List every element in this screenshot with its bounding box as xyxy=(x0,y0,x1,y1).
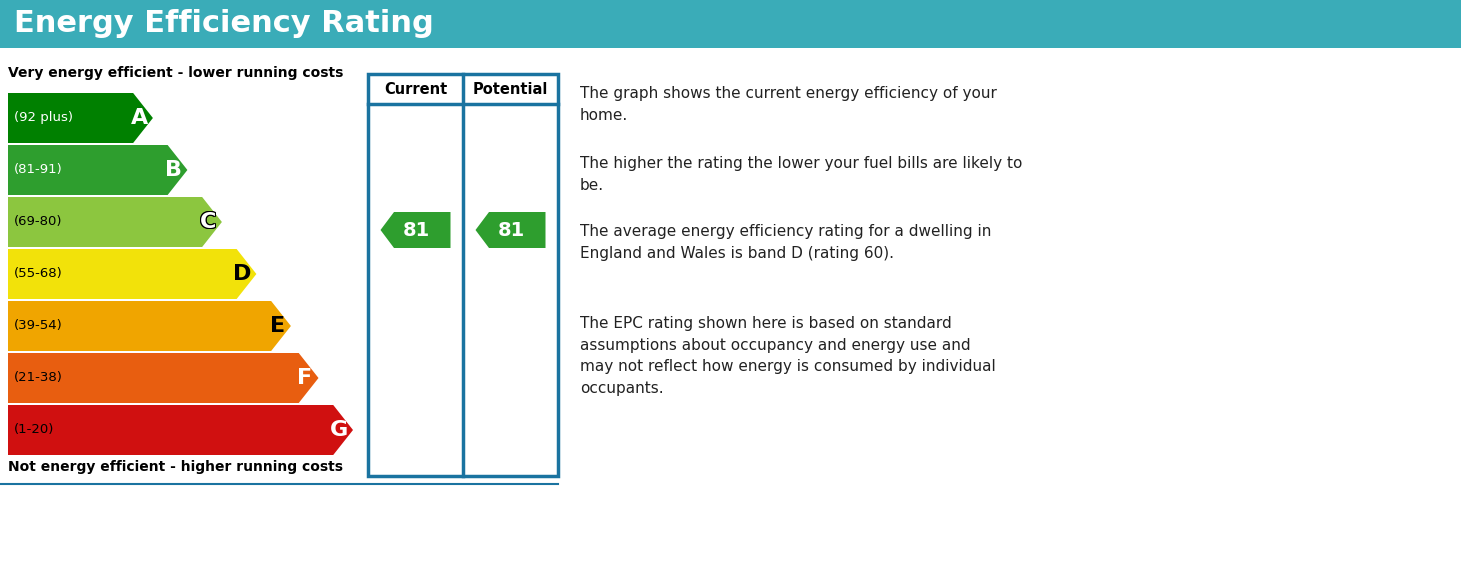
Polygon shape xyxy=(7,353,318,403)
Text: C: C xyxy=(199,213,215,233)
Text: A: A xyxy=(130,108,148,128)
Text: G: G xyxy=(330,420,348,440)
Polygon shape xyxy=(7,405,354,455)
Text: C: C xyxy=(199,212,215,232)
Text: (1-20): (1-20) xyxy=(15,424,54,437)
Polygon shape xyxy=(7,145,187,195)
Text: Potential: Potential xyxy=(473,82,548,96)
Text: Current: Current xyxy=(384,82,447,96)
Text: C: C xyxy=(199,211,215,231)
Text: (69-80): (69-80) xyxy=(15,215,63,228)
Text: (39-54): (39-54) xyxy=(15,319,63,333)
Bar xyxy=(0,0,1461,48)
Text: (21-38): (21-38) xyxy=(15,372,63,385)
Text: The graph shows the current energy efficiency of your
home.: The graph shows the current energy effic… xyxy=(580,86,996,122)
Text: C: C xyxy=(200,211,218,231)
Text: 81: 81 xyxy=(498,221,526,240)
Polygon shape xyxy=(475,212,545,248)
Text: Very energy efficient - lower running costs: Very energy efficient - lower running co… xyxy=(7,66,343,80)
Text: D: D xyxy=(234,264,251,284)
Text: B: B xyxy=(165,160,183,180)
Text: The average energy efficiency rating for a dwelling in
England and Wales is band: The average energy efficiency rating for… xyxy=(580,224,992,261)
Bar xyxy=(368,74,558,476)
Polygon shape xyxy=(380,212,450,248)
Text: Energy Efficiency Rating: Energy Efficiency Rating xyxy=(15,10,434,38)
Polygon shape xyxy=(7,301,291,351)
Text: C: C xyxy=(200,213,216,233)
Text: The EPC rating shown here is based on standard
assumptions about occupancy and e: The EPC rating shown here is based on st… xyxy=(580,316,996,396)
Text: C: C xyxy=(200,212,216,232)
Text: F: F xyxy=(297,368,313,388)
Text: (55-68): (55-68) xyxy=(15,267,63,280)
Text: 81: 81 xyxy=(403,221,431,240)
Text: C: C xyxy=(200,212,218,232)
Text: Not energy efficient - higher running costs: Not energy efficient - higher running co… xyxy=(7,460,343,474)
Text: C: C xyxy=(200,213,218,233)
Text: (92 plus): (92 plus) xyxy=(15,112,73,125)
Text: C: C xyxy=(200,211,216,231)
Polygon shape xyxy=(7,93,153,143)
Text: E: E xyxy=(269,316,285,336)
Polygon shape xyxy=(7,197,222,247)
Polygon shape xyxy=(7,249,256,299)
Text: (81-91): (81-91) xyxy=(15,164,63,177)
Text: The higher the rating the lower your fuel bills are likely to
be.: The higher the rating the lower your fue… xyxy=(580,156,1023,192)
